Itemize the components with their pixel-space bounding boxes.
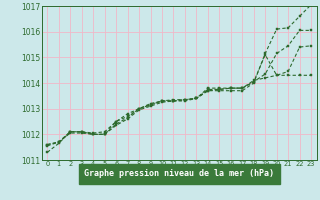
X-axis label: Graphe pression niveau de la mer (hPa): Graphe pression niveau de la mer (hPa) <box>84 169 274 178</box>
